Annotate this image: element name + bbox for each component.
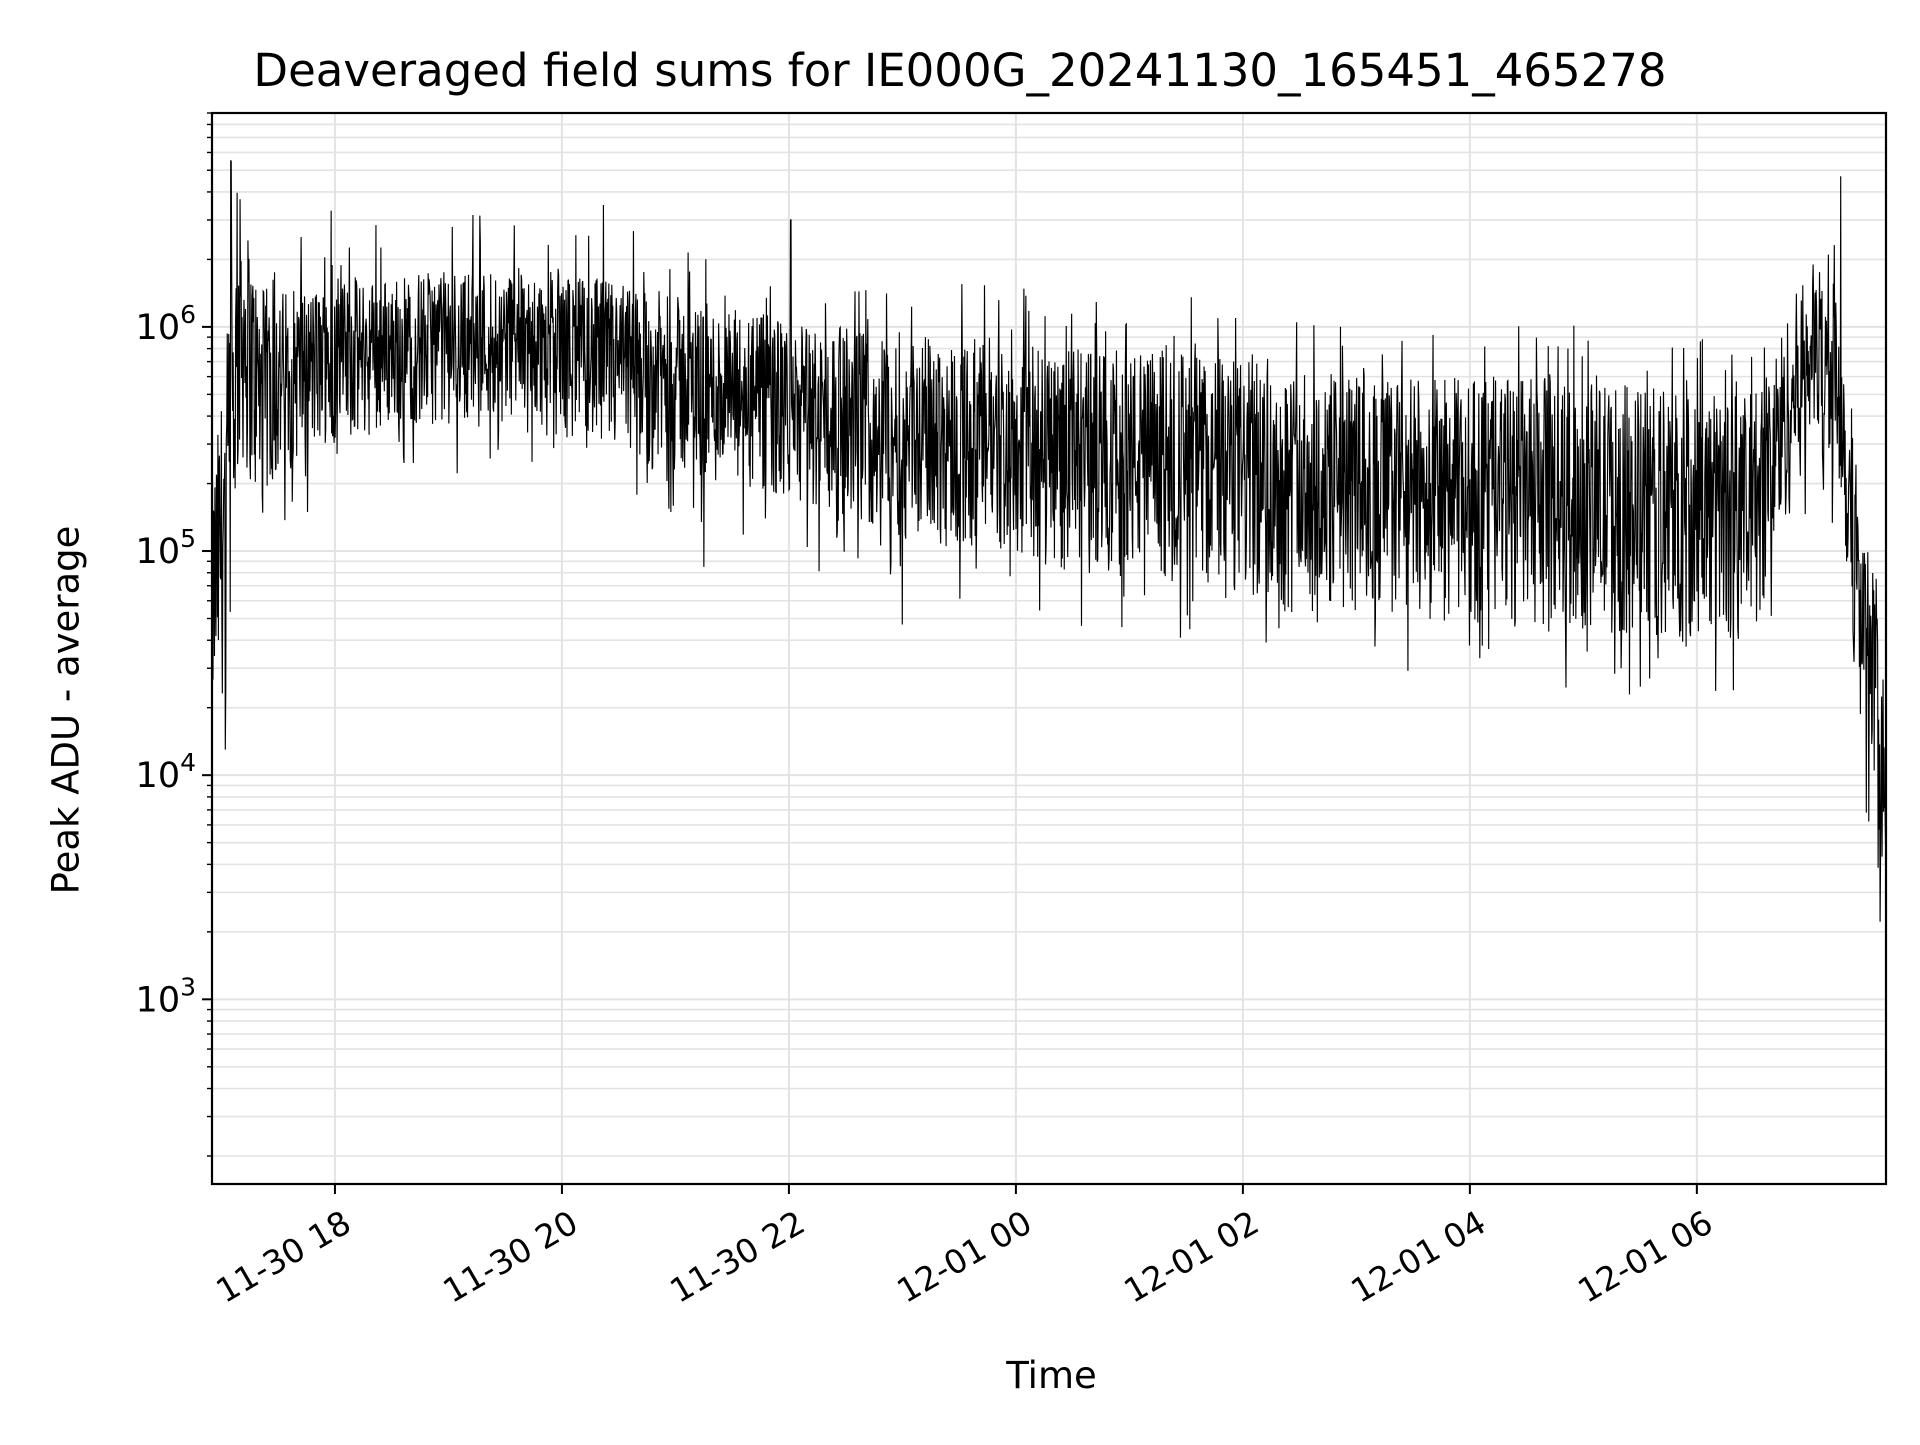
plot-area bbox=[212, 160, 1886, 922]
y-tick-label: 104 bbox=[136, 748, 196, 796]
y-tick-label: 103 bbox=[136, 972, 196, 1020]
grid bbox=[212, 112, 1886, 1184]
series-line bbox=[212, 160, 1886, 922]
y-tick-label: 105 bbox=[136, 524, 196, 572]
series-layer bbox=[212, 160, 1886, 922]
x-axis-label: Time bbox=[1006, 1354, 1097, 1397]
chart-title: Deaveraged field sums for IE000G_2024113… bbox=[253, 44, 1667, 97]
y-axis-label: Peak ADU - average bbox=[44, 525, 88, 895]
plot-frame bbox=[210, 111, 1888, 1186]
y-tick-label: 106 bbox=[136, 300, 196, 348]
